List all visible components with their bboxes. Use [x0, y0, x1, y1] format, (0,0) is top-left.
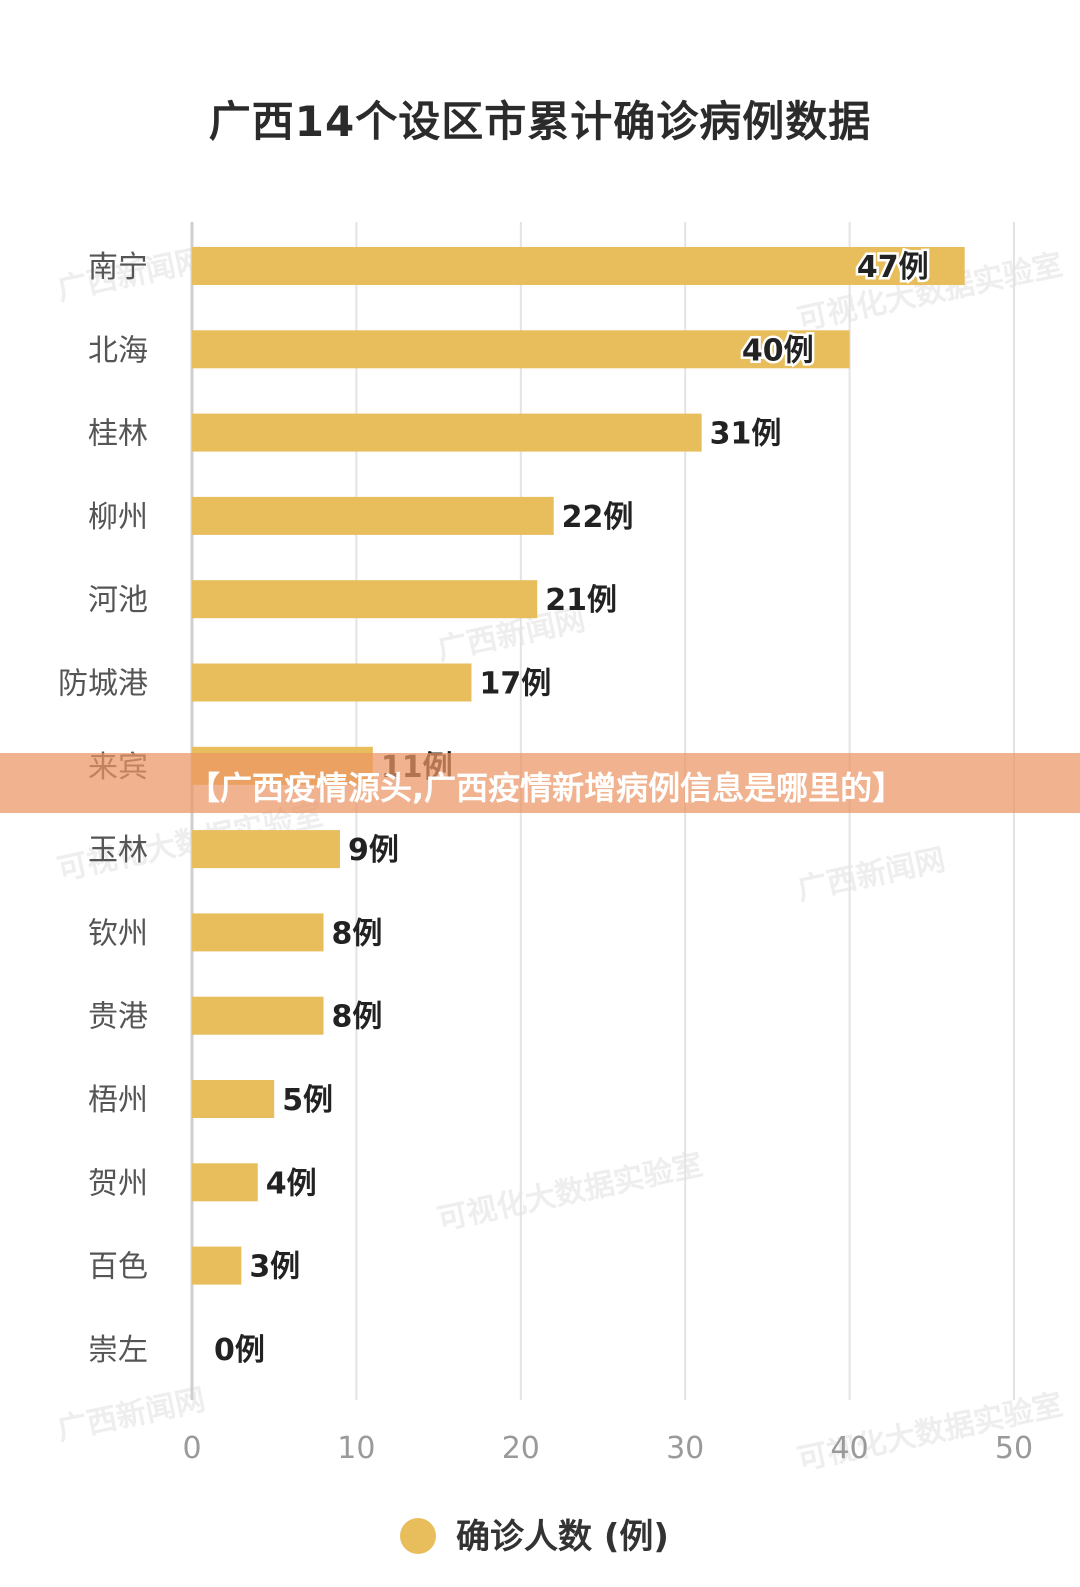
bar [192, 330, 850, 369]
x-tick-label: 0 [182, 1431, 201, 1466]
bars [192, 247, 965, 1285]
value-label: 4例 [266, 1166, 317, 1201]
category-label: 玉林 [88, 833, 148, 868]
value-label: 17例 [479, 667, 551, 702]
bar [192, 1080, 275, 1118]
bar [192, 913, 324, 952]
watermark-text: 可视化大数据实验室 [434, 1147, 705, 1237]
x-tick-labels: 0 10 20 30 40 50 [182, 1431, 1033, 1466]
caption-banner: 【广西疫情源头,广西疫情新增病例信息是哪里的】 [0, 753, 1080, 813]
category-label: 防城港 [58, 667, 148, 702]
category-label: 钦州 [88, 916, 148, 951]
x-tick-label: 40 [831, 1431, 869, 1466]
value-label: 8例 [332, 1000, 383, 1035]
category-label: 桂林 [88, 417, 148, 452]
x-tick-label: 30 [666, 1431, 704, 1466]
bar [192, 1163, 258, 1202]
value-label: 9例 [348, 833, 399, 868]
value-label: 5例 [282, 1083, 333, 1118]
category-label: 河池 [88, 583, 148, 618]
category-label: 南宁 [88, 250, 148, 285]
legend-label: 确诊人数 (例) [456, 1517, 669, 1557]
bar [192, 1246, 242, 1285]
bar [192, 496, 554, 535]
category-label: 柳州 [88, 500, 148, 535]
watermark-text: 广西新闻网 [794, 842, 948, 907]
legend: 确诊人数 (例) [400, 1517, 669, 1557]
category-label: 梧州 [88, 1083, 148, 1118]
bar [192, 830, 340, 869]
chart-title: 广西14个设区市累计确诊病例数据 [208, 97, 872, 146]
bar [192, 663, 472, 702]
category-label: 崇左 [88, 1333, 148, 1368]
category-label: 北海 [88, 333, 148, 368]
value-label: 31例 [710, 417, 782, 452]
banner-text: 【广西疫情源头,广西疫情新增病例信息是哪里的】 [188, 769, 905, 807]
value-label: 21例 [545, 583, 617, 618]
value-label: 0例 [214, 1333, 265, 1368]
x-tick-label: 20 [502, 1431, 540, 1466]
value-label: 40例 [742, 333, 814, 368]
category-label: 贵港 [88, 1000, 148, 1035]
bar [192, 996, 324, 1035]
x-tick-label: 50 [995, 1431, 1033, 1466]
value-label: 3例 [249, 1250, 300, 1285]
value-label: 47例 [857, 250, 929, 285]
value-label: 8例 [332, 916, 383, 951]
bar [192, 413, 702, 452]
bar [192, 580, 538, 619]
category-label: 贺州 [88, 1166, 148, 1201]
bar [192, 247, 965, 285]
legend-swatch [400, 1518, 436, 1554]
x-tick-label: 10 [337, 1431, 375, 1466]
value-label: 22例 [562, 500, 634, 535]
category-label: 百色 [88, 1250, 148, 1285]
